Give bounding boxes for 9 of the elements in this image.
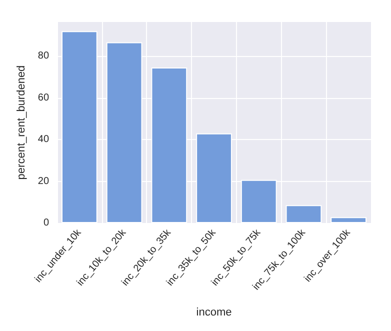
y-tick-label: 40 xyxy=(38,134,50,146)
bar xyxy=(286,205,322,223)
y-axis-title: percent_rent_burdened xyxy=(16,65,28,180)
x-axis-title: income xyxy=(196,306,232,318)
y-tick-label: 60 xyxy=(38,92,50,104)
y-tick-label: 20 xyxy=(38,176,50,187)
bar xyxy=(330,217,367,223)
y-tick-label: 80 xyxy=(38,50,50,62)
y-tick-label: 0 xyxy=(43,218,50,228)
